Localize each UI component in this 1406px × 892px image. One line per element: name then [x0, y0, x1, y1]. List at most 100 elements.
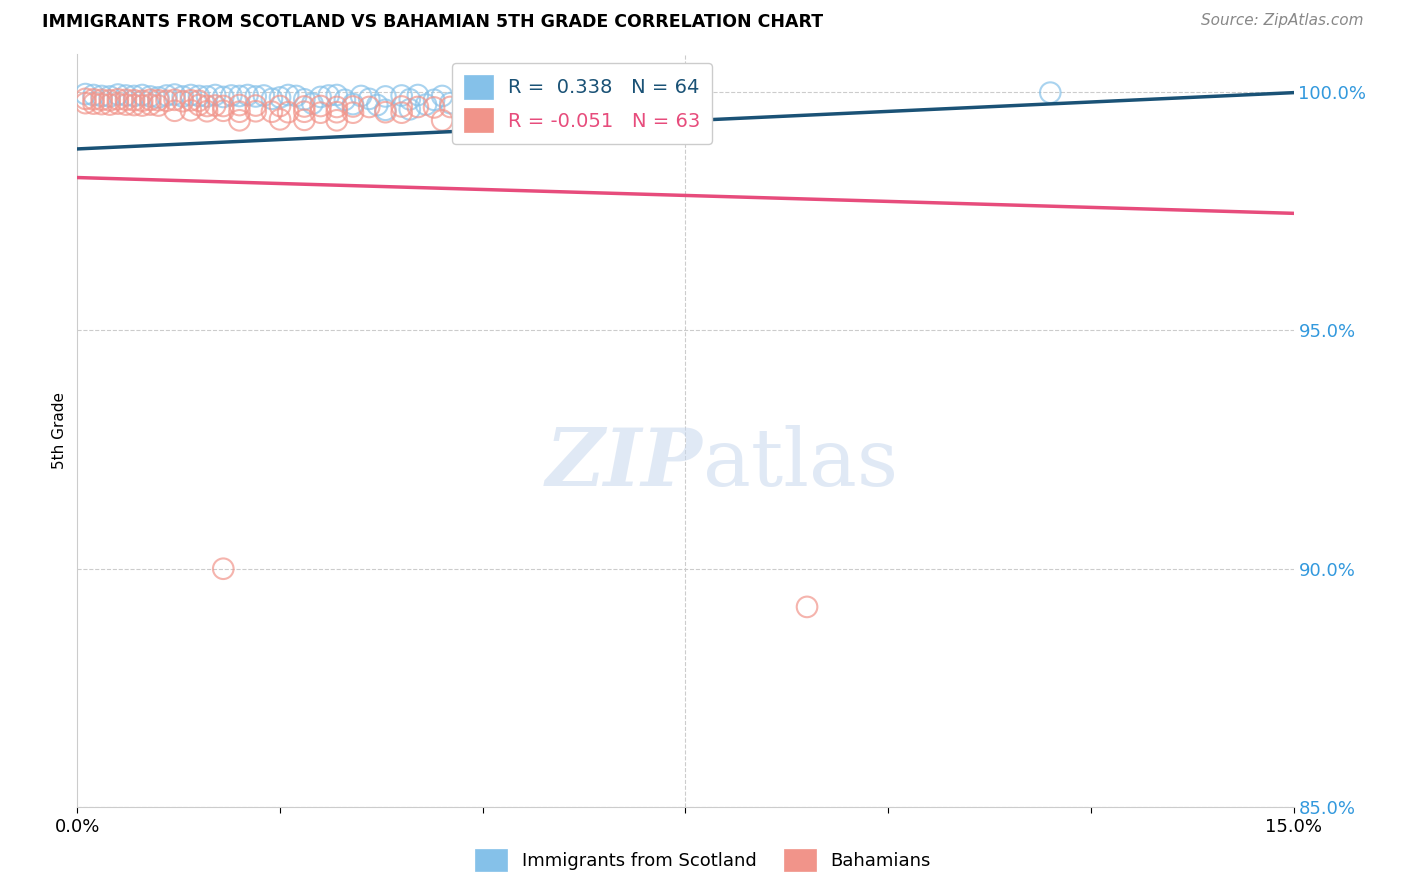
- Point: [398, 103, 420, 117]
- Point: [228, 113, 250, 128]
- Point: [98, 97, 121, 112]
- Point: [471, 98, 494, 112]
- Point: [188, 94, 211, 108]
- Point: [260, 92, 283, 106]
- Point: [260, 104, 283, 119]
- Point: [359, 100, 381, 114]
- Point: [301, 96, 323, 111]
- Point: [406, 88, 429, 103]
- Point: [139, 89, 162, 103]
- Point: [83, 88, 105, 103]
- Point: [148, 93, 170, 107]
- Point: [309, 105, 332, 120]
- Point: [333, 93, 356, 107]
- Point: [512, 88, 534, 103]
- Point: [366, 98, 388, 112]
- Point: [212, 99, 235, 113]
- Point: [163, 87, 186, 102]
- Point: [292, 99, 315, 113]
- Point: [148, 98, 170, 112]
- Point: [98, 89, 121, 103]
- Y-axis label: 5th Grade: 5th Grade: [52, 392, 67, 469]
- Point: [180, 93, 202, 107]
- Point: [292, 92, 315, 106]
- Point: [374, 89, 396, 103]
- Point: [456, 103, 478, 118]
- Point: [172, 89, 194, 103]
- Point: [464, 92, 486, 106]
- Point: [90, 93, 112, 107]
- Point: [107, 87, 129, 102]
- Point: [269, 112, 291, 127]
- Point: [318, 88, 340, 103]
- Point: [122, 98, 145, 112]
- Point: [439, 100, 461, 114]
- Point: [188, 89, 211, 103]
- Point: [423, 93, 446, 107]
- Point: [374, 105, 396, 120]
- Point: [593, 88, 616, 103]
- Point: [115, 93, 138, 107]
- Point: [432, 113, 454, 128]
- Point: [131, 98, 153, 112]
- Point: [83, 92, 105, 106]
- Point: [212, 562, 235, 576]
- Point: [163, 103, 186, 118]
- Point: [277, 105, 299, 120]
- Point: [195, 89, 218, 103]
- Point: [228, 98, 250, 112]
- Point: [269, 90, 291, 104]
- Legend: R =  0.338   N = 64, R = -0.051   N = 63: R = 0.338 N = 64, R = -0.051 N = 63: [451, 63, 713, 144]
- Point: [488, 92, 510, 106]
- Point: [107, 96, 129, 111]
- Point: [326, 100, 349, 114]
- Point: [292, 112, 315, 127]
- Point: [350, 89, 373, 103]
- Point: [204, 98, 226, 112]
- Point: [245, 98, 267, 112]
- Point: [326, 88, 349, 103]
- Point: [90, 89, 112, 103]
- Point: [269, 99, 291, 113]
- Point: [228, 104, 250, 119]
- Legend: Immigrants from Scotland, Bahamians: Immigrants from Scotland, Bahamians: [468, 842, 938, 879]
- Point: [536, 105, 558, 120]
- Point: [796, 599, 818, 614]
- Point: [75, 96, 97, 111]
- Point: [180, 103, 202, 118]
- Point: [471, 104, 494, 119]
- Point: [277, 88, 299, 103]
- Point: [163, 93, 186, 107]
- Point: [122, 93, 145, 107]
- Point: [122, 89, 145, 103]
- Point: [212, 90, 235, 104]
- Point: [228, 89, 250, 103]
- Point: [398, 92, 420, 106]
- Point: [342, 105, 364, 120]
- Point: [221, 88, 243, 103]
- Point: [512, 104, 534, 119]
- Point: [292, 104, 315, 119]
- Point: [212, 103, 235, 118]
- Point: [253, 88, 276, 103]
- Point: [439, 96, 461, 111]
- Text: IMMIGRANTS FROM SCOTLAND VS BAHAMIAN 5TH GRADE CORRELATION CHART: IMMIGRANTS FROM SCOTLAND VS BAHAMIAN 5TH…: [42, 13, 824, 31]
- Point: [432, 89, 454, 103]
- Point: [131, 94, 153, 108]
- Point: [98, 93, 121, 107]
- Point: [245, 89, 267, 103]
- Point: [512, 93, 534, 107]
- Point: [195, 104, 218, 119]
- Point: [471, 88, 494, 103]
- Point: [415, 97, 437, 112]
- Point: [285, 89, 308, 103]
- Point: [148, 90, 170, 104]
- Point: [617, 89, 640, 103]
- Text: atlas: atlas: [703, 425, 898, 503]
- Point: [309, 99, 332, 113]
- Point: [75, 92, 97, 106]
- Point: [155, 94, 177, 108]
- Point: [139, 93, 162, 107]
- Point: [195, 99, 218, 113]
- Point: [569, 89, 592, 103]
